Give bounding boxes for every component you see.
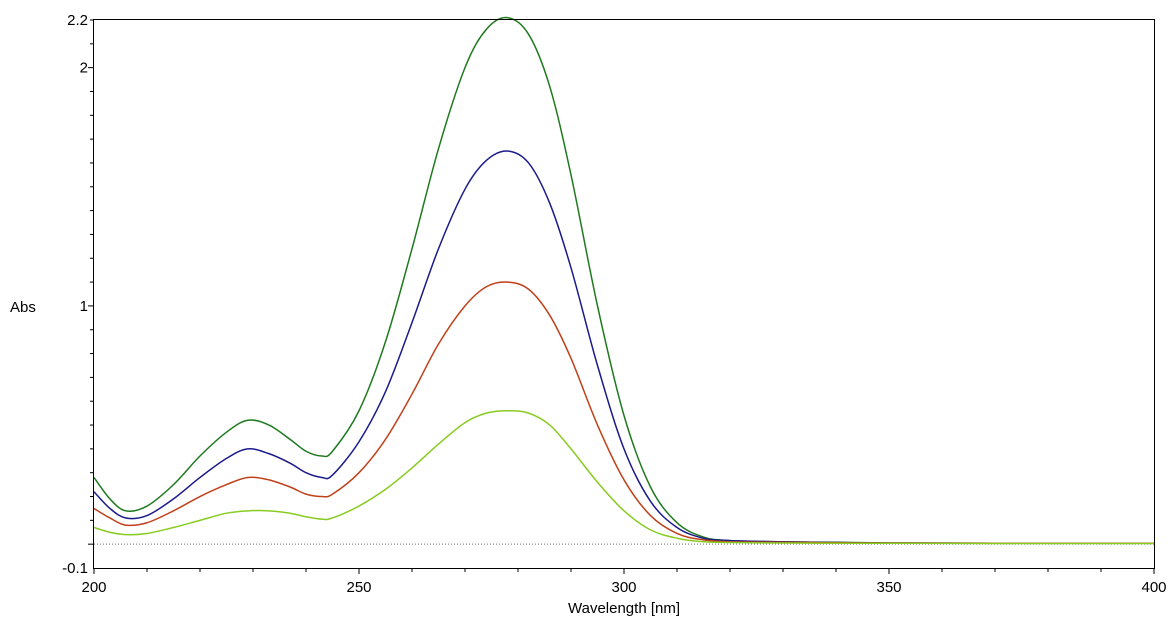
y-tick-label: 1 — [80, 298, 88, 315]
series-line-1 — [93, 16, 1155, 544]
x-tick-label: 300 — [611, 579, 636, 596]
y-tick-label: 2 — [80, 60, 88, 77]
y-tick-label: 2.2 — [67, 12, 88, 29]
x-axis: 200 250 300 350 400 — [81, 568, 1167, 596]
series-line-4 — [93, 409, 1155, 545]
x-tick-label: 200 — [81, 579, 106, 596]
series-line-3 — [93, 281, 1155, 544]
x-axis-label: Wavelength [nm] — [568, 600, 680, 617]
x-tick-label: 350 — [876, 579, 901, 596]
y-tick-label: -0.1 — [62, 560, 88, 577]
series-line-2 — [93, 150, 1155, 544]
x-tick-label: 250 — [346, 579, 371, 596]
plot-frame — [93, 19, 1155, 569]
x-tick-label: 400 — [1141, 579, 1166, 596]
y-axis-label: Abs — [10, 299, 36, 316]
y-axis: -0.1 1 2 2.2 — [62, 12, 94, 577]
series-layer — [93, 16, 1155, 545]
